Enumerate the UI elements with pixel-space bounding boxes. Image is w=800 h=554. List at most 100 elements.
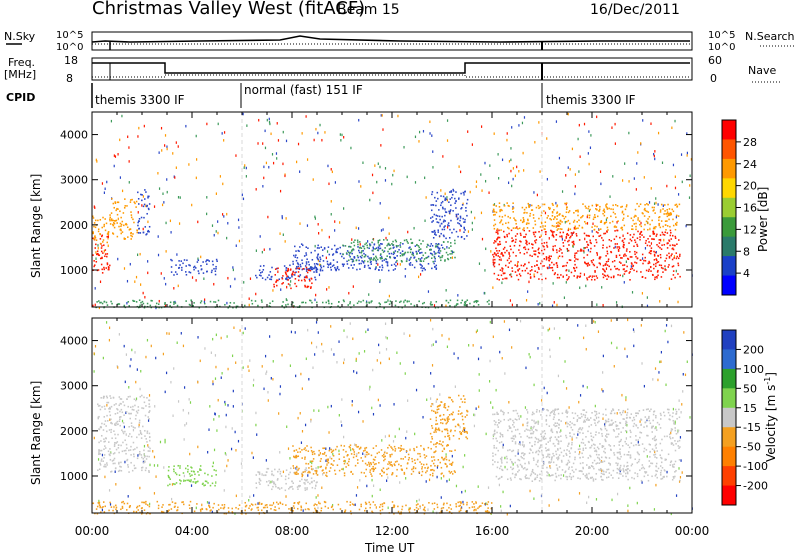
- power-speckle: [286, 285, 288, 289]
- power-speckle: [223, 215, 225, 218]
- power-cell: [303, 268, 305, 270]
- power-cell: [448, 201, 450, 203]
- velocity-cell: [654, 474, 657, 477]
- velocity-speckle: [502, 443, 504, 447]
- velocity-cell: [347, 464, 350, 467]
- velocity-speckle: [577, 433, 579, 436]
- power-cell: [365, 302, 368, 304]
- power-cell: [579, 272, 582, 275]
- power-speckle: [272, 161, 275, 165]
- velocity-cell: [671, 415, 674, 418]
- velocity-cell: [278, 468, 281, 471]
- velocity-cell: [515, 474, 517, 476]
- velocity-cell: [452, 434, 455, 437]
- velocity-cell: [431, 437, 434, 440]
- power-cell: [671, 253, 673, 255]
- power-cell: [666, 208, 668, 211]
- velocity-cell: [535, 428, 537, 431]
- velocity-cell: [532, 457, 535, 460]
- power-speckle: [579, 286, 581, 290]
- velocity-cell: [512, 467, 515, 470]
- power-cell: [426, 256, 429, 259]
- power-cell: [103, 223, 105, 226]
- power-speckle: [270, 132, 272, 136]
- power-cell: [509, 273, 511, 276]
- velocity-speckle: [682, 390, 684, 393]
- power-cell: [437, 231, 440, 233]
- velocity-cell: [560, 440, 562, 443]
- power-cell: [617, 248, 620, 251]
- power-cell: [350, 264, 353, 267]
- power-speckle: [590, 134, 592, 137]
- power-speckle: [321, 228, 323, 232]
- velocity-cell: [459, 431, 461, 433]
- velocity-cell: [457, 394, 460, 397]
- velocity-cell: [556, 431, 558, 434]
- velocity-cell: [257, 471, 259, 473]
- power-cell: [409, 246, 411, 249]
- power-cell: [588, 214, 591, 217]
- power-cell: [566, 278, 568, 281]
- power-cell: [431, 216, 434, 218]
- velocity-cell: [566, 478, 568, 481]
- power-cell: [455, 230, 458, 233]
- velocity-cell: [546, 449, 549, 451]
- velocity-cell: [524, 462, 526, 465]
- velocity-cell: [370, 454, 373, 457]
- power-cell: [416, 252, 418, 255]
- velocity-cell: [669, 464, 672, 466]
- freq-left-tick-top: 18: [64, 54, 78, 67]
- power-cell: [142, 231, 145, 234]
- power-cell: [623, 255, 625, 257]
- power-cell: [92, 215, 94, 218]
- velocity-speckle: [403, 332, 405, 335]
- power-cell: [583, 220, 586, 223]
- power-cell: [586, 277, 588, 279]
- power-cell: [418, 249, 420, 251]
- velocity-cell: [604, 447, 606, 450]
- velocity-cell: [648, 417, 650, 419]
- power-cell: [94, 219, 97, 222]
- velocity-speckle: [279, 392, 281, 396]
- velocity-cell: [334, 448, 337, 451]
- power-cell: [558, 255, 561, 258]
- power-cell: [141, 194, 143, 196]
- velocity-cell: [528, 452, 531, 455]
- power-cell: [330, 269, 333, 271]
- power-cell: [538, 252, 541, 255]
- power-cell: [493, 252, 496, 254]
- velocity-speckle: [543, 386, 545, 390]
- power-cell: [606, 206, 608, 209]
- velocity-cell: [622, 418, 624, 420]
- velocity-cell: [119, 402, 122, 405]
- velocity-cell: [449, 430, 452, 433]
- power-cell: [138, 299, 141, 302]
- power-cell: [632, 236, 634, 239]
- power-cell: [171, 259, 173, 262]
- velocity-speckle: [170, 380, 172, 384]
- power-cell: [450, 190, 453, 192]
- velocity-cell: [105, 437, 107, 439]
- power-cell: [562, 215, 564, 218]
- velocity-cell: [333, 460, 335, 462]
- velocity-cell: [464, 416, 467, 418]
- power-cell: [390, 302, 393, 304]
- velocity-speckle: [577, 324, 579, 327]
- power-speckle: [129, 262, 131, 266]
- power-cell: [546, 266, 549, 269]
- velocity-cell: [434, 428, 437, 430]
- velocity-cell: [598, 412, 600, 415]
- velocity-cell: [191, 467, 193, 469]
- power-cell: [455, 207, 457, 209]
- velocity-cell: [325, 471, 328, 474]
- power-speckle: [585, 284, 587, 288]
- power-cell: [443, 219, 445, 222]
- power-cell: [357, 246, 359, 248]
- velocity-cell: [126, 398, 128, 400]
- power-cell: [565, 235, 568, 238]
- power-cell: [390, 252, 393, 255]
- power-speckle: [160, 126, 163, 130]
- power-speckle: [523, 169, 525, 172]
- power-cell: [656, 243, 658, 246]
- power-cell: [432, 220, 434, 222]
